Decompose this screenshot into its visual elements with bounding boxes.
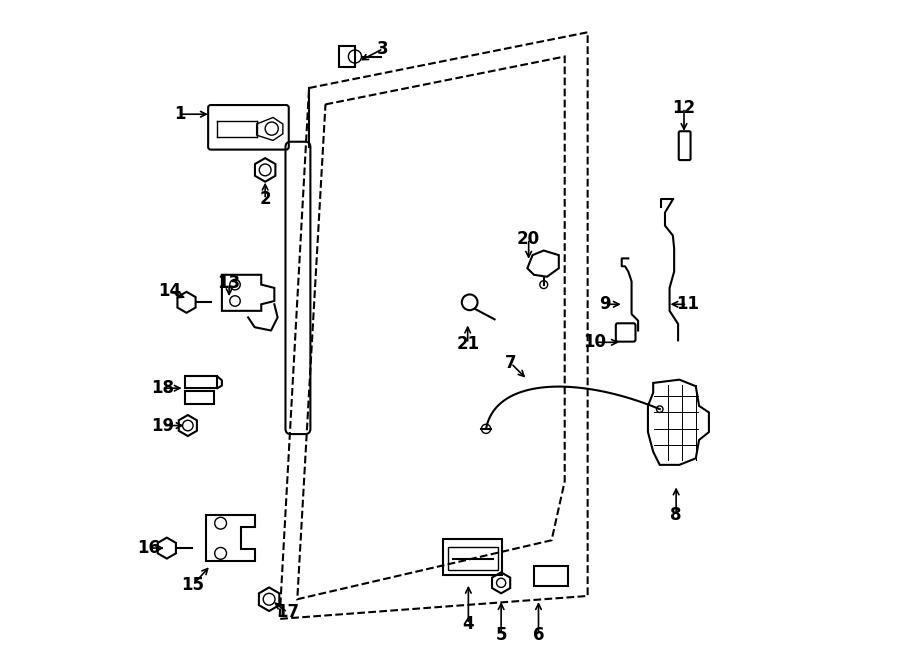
Text: 19: 19 (151, 416, 175, 434)
Text: 12: 12 (672, 98, 696, 116)
Text: 10: 10 (582, 333, 606, 351)
Text: 8: 8 (670, 506, 682, 524)
Text: 13: 13 (218, 274, 240, 292)
Text: 15: 15 (182, 576, 204, 594)
Text: 11: 11 (676, 295, 698, 313)
Text: 21: 21 (456, 334, 480, 352)
Text: 7: 7 (505, 354, 517, 372)
Text: 6: 6 (533, 626, 544, 644)
Text: 17: 17 (276, 603, 299, 621)
Circle shape (482, 424, 490, 434)
Text: 3: 3 (377, 40, 389, 58)
Text: 18: 18 (151, 379, 175, 397)
Text: 16: 16 (137, 539, 160, 557)
Text: 2: 2 (259, 190, 271, 208)
Text: 5: 5 (495, 626, 507, 644)
Text: 4: 4 (463, 615, 474, 633)
Text: 14: 14 (158, 282, 181, 300)
Text: 9: 9 (598, 295, 610, 313)
Text: 1: 1 (175, 105, 185, 123)
Text: 20: 20 (518, 230, 540, 248)
